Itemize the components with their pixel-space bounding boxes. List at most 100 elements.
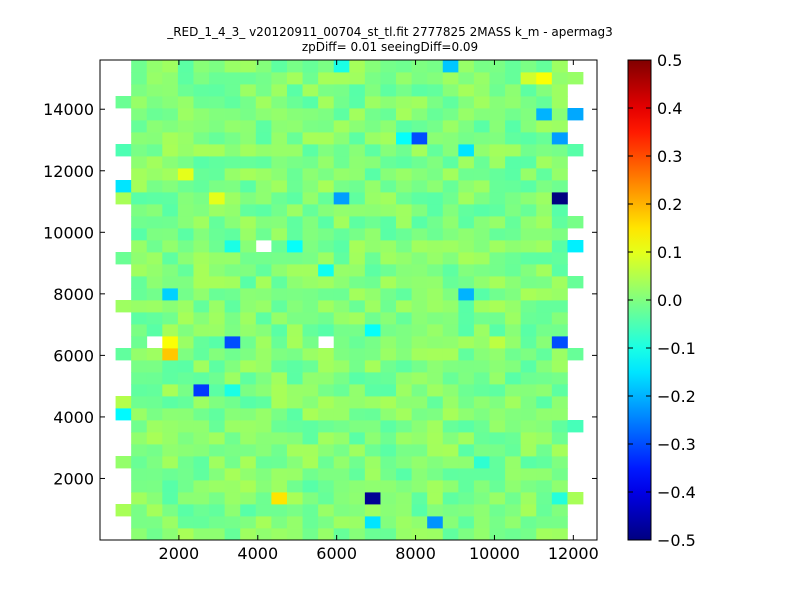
- heatmap-cell: [209, 252, 226, 265]
- heatmap-cell: [411, 360, 428, 373]
- heatmap-cell: [131, 264, 148, 277]
- heatmap-cell: [302, 384, 319, 397]
- heatmap-cell: [302, 360, 319, 373]
- heatmap-cell: [286, 300, 303, 313]
- heatmap-cell: [364, 384, 381, 397]
- heatmap-cell: [520, 72, 537, 85]
- heatmap-cell: [396, 60, 413, 73]
- heatmap-cell: [302, 72, 319, 85]
- heatmap-cell: [411, 492, 428, 505]
- heatmap-cell: [489, 396, 506, 409]
- heatmap-cell: [505, 480, 522, 493]
- heatmap-cell: [162, 468, 179, 481]
- heatmap-cell: [505, 408, 522, 421]
- heatmap-cell: [442, 348, 459, 361]
- heatmap-cell: [349, 408, 366, 421]
- heatmap-cell: [333, 396, 350, 409]
- heatmap-cell: [567, 492, 584, 505]
- heatmap-cell: [240, 60, 257, 73]
- heatmap-cell: [333, 264, 350, 277]
- heatmap-cell: [505, 216, 522, 229]
- heatmap-cell: [146, 216, 163, 229]
- heatmap-cell: [442, 120, 459, 133]
- heatmap-cell: [442, 204, 459, 217]
- heatmap-cell: [396, 348, 413, 361]
- heatmap-cell: [427, 144, 444, 157]
- heatmap-cell: [240, 432, 257, 445]
- heatmap-cell: [209, 528, 226, 540]
- heatmap-cell: [520, 264, 537, 277]
- heatmap-cell: [177, 240, 194, 253]
- heatmap-cell: [411, 156, 428, 169]
- heatmap-cell: [255, 516, 272, 529]
- heatmap-cell: [520, 120, 537, 133]
- heatmap-cell: [255, 480, 272, 493]
- heatmap-cell: [349, 300, 366, 313]
- heatmap-cell: [411, 288, 428, 301]
- heatmap-cell: [131, 504, 148, 517]
- heatmap-cell: [131, 360, 148, 373]
- heatmap-cell: [162, 444, 179, 457]
- heatmap-cell: [551, 156, 568, 169]
- heatmap-cell: [286, 156, 303, 169]
- y-axis: 2000 4000 6000 8000 10000 12000 14000: [43, 100, 597, 488]
- heatmap-cell: [131, 276, 148, 289]
- heatmap-cell: [162, 228, 179, 241]
- heatmap-cell: [364, 60, 381, 73]
- heatmap-cell: [240, 132, 257, 145]
- heatmap-cell: [520, 528, 537, 540]
- heatmap-cell: [255, 144, 272, 157]
- heatmap-cell: [318, 516, 335, 529]
- heatmap-cell: [411, 144, 428, 157]
- heatmap-cell: [505, 300, 522, 313]
- heatmap-cell: [255, 312, 272, 325]
- heatmap-cell: [177, 228, 194, 241]
- heatmap-cell: [458, 480, 475, 493]
- heatmap-cell: [162, 204, 179, 217]
- heatmap-cell: [551, 288, 568, 301]
- heatmap-cell: [427, 276, 444, 289]
- heatmap-cell: [380, 324, 397, 337]
- heatmap-cell: [442, 504, 459, 517]
- heatmap-cell: [302, 228, 319, 241]
- heatmap-cell: [380, 300, 397, 313]
- heatmap-cell: [489, 276, 506, 289]
- heatmap-cell: [349, 168, 366, 181]
- heatmap-cell: [177, 324, 194, 337]
- heatmap-cell: [240, 108, 257, 121]
- heatmap-cell: [224, 156, 241, 169]
- heatmap-cell: [162, 516, 179, 529]
- heatmap-cell: [505, 336, 522, 349]
- heatmap-cell: [162, 216, 179, 229]
- heatmap-cell: [442, 264, 459, 277]
- heatmap-cell: [115, 504, 132, 517]
- heatmap-cell: [302, 324, 319, 337]
- heatmap-cell: [146, 180, 163, 193]
- heatmap-cell: [520, 96, 537, 109]
- heatmap-cell: [551, 432, 568, 445]
- heatmap-cell: [396, 384, 413, 397]
- heatmap-cell: [442, 96, 459, 109]
- heatmap-cell: [162, 132, 179, 145]
- heatmap-cell: [286, 528, 303, 540]
- heatmap-cell: [286, 288, 303, 301]
- heatmap-cell: [162, 372, 179, 385]
- heatmap-cell: [411, 228, 428, 241]
- heatmap-cell: [380, 360, 397, 373]
- heatmap-cell: [193, 216, 210, 229]
- heatmap-cell: [520, 300, 537, 313]
- heatmap-cell: [224, 216, 241, 229]
- heatmap-cell: [473, 372, 490, 385]
- heatmap-cell: [427, 108, 444, 121]
- heatmap-cell: [473, 192, 490, 205]
- heatmap-cell: [209, 108, 226, 121]
- heatmap-cell: [131, 336, 148, 349]
- heatmap-cell: [302, 528, 319, 540]
- heatmap-cell: [333, 468, 350, 481]
- heatmap-cell: [162, 240, 179, 253]
- heatmap-cell: [146, 504, 163, 517]
- heatmap-cell: [396, 156, 413, 169]
- heatmap-cell: [162, 528, 179, 540]
- heatmap-cell: [177, 336, 194, 349]
- heatmap-cell: [349, 180, 366, 193]
